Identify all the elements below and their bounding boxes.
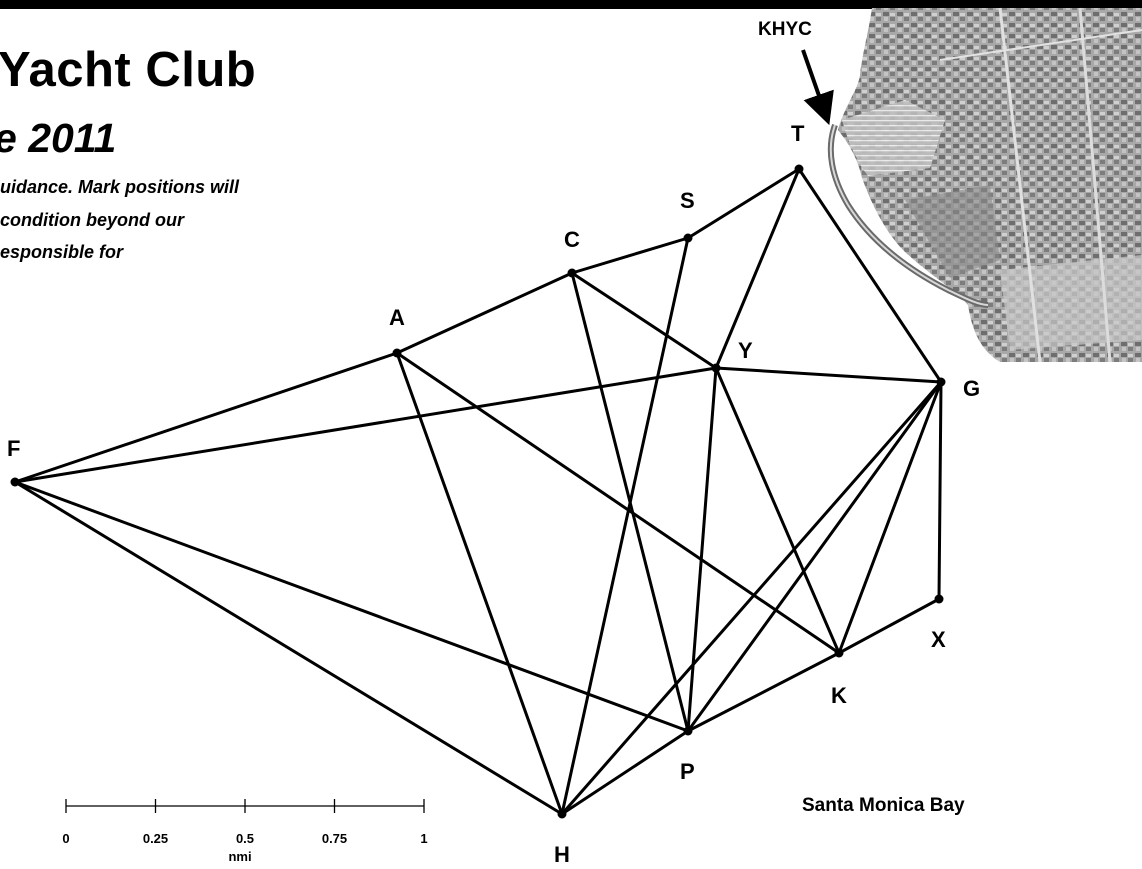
scale-tick-label: 0.25 xyxy=(143,831,168,846)
mark-c-label: C xyxy=(564,227,580,252)
mark-g-point xyxy=(936,377,946,387)
leg-y-p xyxy=(686,366,718,733)
mark-s-label: S xyxy=(680,188,695,213)
leg-f-a xyxy=(13,351,399,484)
leg-y-k xyxy=(714,366,841,655)
scale-tick-label: 1 xyxy=(420,831,427,846)
mark-y-point xyxy=(711,363,721,373)
scale-tick-label: 0.75 xyxy=(322,831,347,846)
leg-g-h xyxy=(560,380,943,816)
mark-a-label: A xyxy=(389,305,405,330)
leg-t-g xyxy=(797,167,943,384)
leg-f-h xyxy=(13,480,564,816)
disclaimer-line-2: condition beyond our xyxy=(0,210,184,230)
leg-a-k xyxy=(395,351,841,655)
mark-t-point xyxy=(794,164,804,174)
mark-k-point xyxy=(834,648,844,658)
leg-p-h xyxy=(560,729,690,816)
mark-x-label: X xyxy=(931,627,946,652)
top-border-bar xyxy=(0,0,1142,9)
page-title: Yacht Club xyxy=(0,43,257,97)
mark-p-point xyxy=(683,726,693,736)
disclaimer-line-3: esponsible for xyxy=(0,242,124,262)
scale-tick-label: 0 xyxy=(62,831,69,846)
disclaimer-line-1: uidance. Mark positions will xyxy=(0,177,240,197)
leg-f-p xyxy=(13,480,690,733)
mark-f-label: F xyxy=(7,436,20,461)
leg-c-y xyxy=(570,271,718,370)
mark-s-point xyxy=(683,233,693,243)
mark-a-point xyxy=(392,348,402,358)
mark-f-point xyxy=(10,477,20,487)
leg-t-y xyxy=(714,167,801,370)
page-subtitle: e 2011 xyxy=(0,115,117,161)
leg-x-k xyxy=(837,597,941,655)
scale-unit-label: nmi xyxy=(228,849,251,864)
mark-p-label: P xyxy=(680,759,695,784)
leg-a-c xyxy=(395,271,574,355)
club-label: KHYC xyxy=(758,19,812,40)
mark-t-label: T xyxy=(791,121,805,146)
leg-s-t xyxy=(686,167,801,240)
club-pointer-arrow xyxy=(801,49,834,126)
course-marks: A C S T Y G F X K P H xyxy=(7,121,980,867)
leg-g-k xyxy=(837,380,943,655)
mark-g-label: G xyxy=(963,376,980,401)
mark-x-point xyxy=(934,594,944,604)
leg-c-s xyxy=(570,236,690,275)
scale-tick-label: 0.5 xyxy=(236,831,254,846)
leg-f-y xyxy=(13,366,718,484)
leg-s-h xyxy=(560,236,690,816)
course-legs xyxy=(13,167,943,816)
leg-k-p xyxy=(686,651,841,733)
leg-y-g xyxy=(714,366,943,384)
aerial-coastline-photo xyxy=(827,7,1142,363)
scale-bar: 0 0.25 0.5 0.75 1 nmi xyxy=(62,799,428,864)
leg-a-h xyxy=(395,351,564,816)
mark-h-point xyxy=(557,809,567,819)
mark-c-point xyxy=(567,268,577,278)
mark-k-label: K xyxy=(831,683,847,708)
water-body-label: Santa Monica Bay xyxy=(802,795,965,816)
mark-y-label: Y xyxy=(738,338,753,363)
mark-h-label: H xyxy=(554,842,570,867)
leg-g-p xyxy=(686,380,943,733)
leg-g-x xyxy=(937,380,943,601)
